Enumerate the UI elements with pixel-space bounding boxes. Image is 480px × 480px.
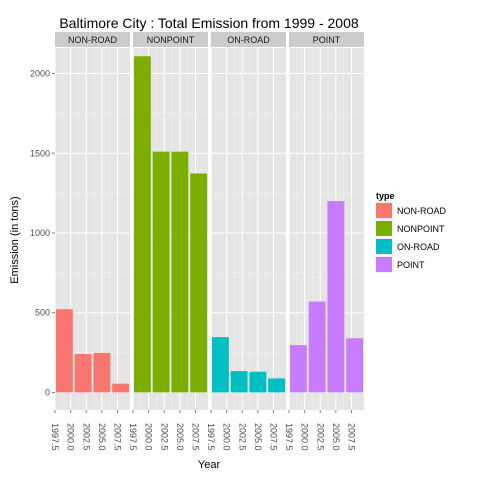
facet-strip	[55, 32, 130, 47]
legend-entry: NON-ROAD	[375, 202, 446, 219]
y-axis-title: Emission (in tons)	[9, 196, 21, 283]
bar	[230, 371, 248, 393]
legend-label: POINT	[397, 260, 425, 270]
x-tick-label: 2007.5	[191, 423, 201, 451]
y-tick-label: 500	[35, 308, 50, 318]
facet-strip	[133, 32, 208, 47]
y-tick-label: 1500	[30, 148, 50, 158]
legend-entry: ON-ROAD	[375, 238, 440, 255]
bar	[171, 151, 189, 393]
bar	[93, 352, 111, 393]
y-tick-label: 0	[45, 387, 50, 397]
facet-strip-label: NON-ROAD	[68, 35, 117, 45]
bar	[112, 383, 130, 393]
x-axis-title: Year	[198, 459, 221, 471]
legend-label: NON-ROAD	[397, 206, 446, 216]
x-tick-label: 2000.0	[144, 423, 154, 451]
bar	[190, 173, 208, 393]
legend-swatch	[376, 203, 392, 218]
x-tick-label: 1997.5	[206, 423, 216, 451]
legend-swatch	[376, 239, 392, 254]
y-axis: 0 500 1000 1500 2000	[30, 69, 55, 397]
bar	[289, 345, 307, 393]
x-tick-label: 2002.5	[159, 423, 169, 451]
legend-entry: NONPOINT	[375, 220, 445, 237]
x-tick-label: 2002.5	[81, 423, 91, 451]
bar	[55, 309, 73, 393]
x-tick-label: 2005.0	[331, 423, 341, 451]
facet-panel: NON-ROAD 1997.5 2000.0 2002.5 2005.0 2007.5	[50, 32, 130, 451]
x-tick-label: 1997.5	[284, 423, 294, 451]
bar	[346, 338, 364, 393]
facet-strip	[289, 32, 364, 47]
x-tick-label: 1997.5	[128, 423, 138, 451]
x-tick-label: 2000.0	[300, 423, 310, 451]
legend-swatch	[376, 221, 392, 236]
x-tick-label: 2007.5	[113, 423, 123, 451]
legend-entry: POINT	[375, 256, 425, 273]
y-tick-label: 2000	[30, 69, 50, 79]
legend-label: ON-ROAD	[397, 242, 440, 252]
x-tick-label: 2005.0	[175, 423, 185, 451]
x-tick-label: 2000.0	[222, 423, 232, 451]
bar	[327, 201, 345, 393]
bar	[211, 337, 229, 393]
x-tick-label: 2005.0	[253, 423, 263, 451]
bar	[308, 301, 326, 393]
y-tick-label: 1000	[30, 228, 50, 238]
facet-panel: NONPOINT 1997.5 2000.0 2002.5 2005.0 2007.5	[128, 32, 208, 451]
x-tick-label: 2002.5	[315, 423, 325, 451]
bar	[268, 378, 286, 393]
bar	[74, 354, 92, 393]
x-tick-label: 2000.0	[66, 423, 76, 451]
bar	[152, 151, 170, 393]
x-tick-label: 2002.5	[237, 423, 247, 451]
x-tick-label: 2005.0	[97, 423, 107, 451]
facet-panel: POINT 1997.5 2000.0 2002.5 2005.0 2007.5	[284, 32, 364, 451]
legend: type NON-ROAD NONPOINT ON-ROAD POINT	[375, 191, 446, 273]
facet-strip-label: NONPOINT	[147, 35, 195, 45]
chart-title: Baltimore City : Total Emission from 199…	[59, 15, 359, 31]
legend-label: NONPOINT	[397, 224, 445, 234]
bar	[133, 56, 151, 393]
bar	[249, 371, 267, 393]
legend-swatch	[376, 257, 392, 272]
facet-panel: ON-ROAD 1997.5 2000.0 2002.5 2005.0 2007.5	[206, 32, 286, 451]
x-tick-label: 2007.5	[269, 423, 279, 451]
x-tick-label: 2007.5	[347, 423, 357, 451]
legend-title: type	[376, 191, 395, 201]
facet-strip-label: POINT	[313, 35, 341, 45]
x-tick-label: 1997.5	[50, 423, 60, 451]
facet-strip	[211, 32, 286, 47]
facet-strip-label: ON-ROAD	[227, 35, 270, 45]
